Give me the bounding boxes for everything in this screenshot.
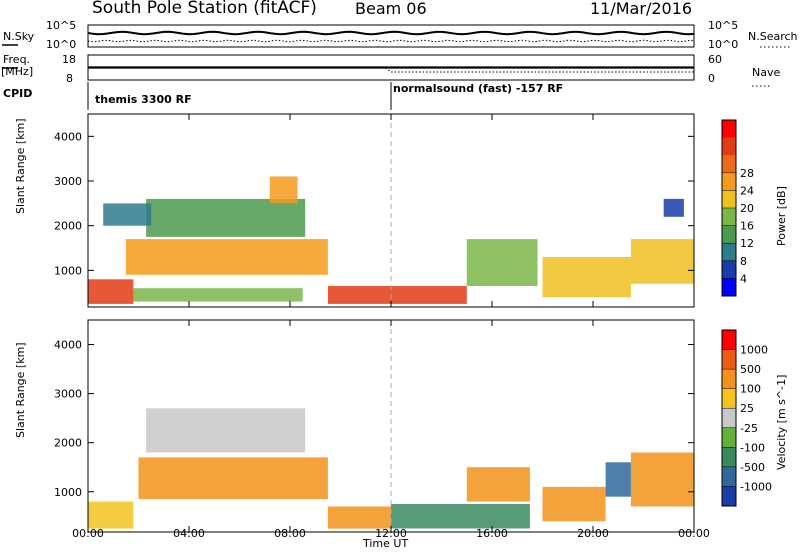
power-colorbar-tick-label-6: 24	[740, 184, 754, 197]
velocity-colorbar-tick-label-8: -1000	[740, 480, 772, 493]
power-colorbar-tick-label-5: 20	[740, 202, 754, 215]
velocity-scatter-region-4	[327, 506, 391, 529]
velocity-scatter-region-9	[630, 452, 694, 507]
power-colorbar-cell-6	[722, 208, 736, 227]
velocity-scatter-region-5	[391, 504, 530, 529]
power-colorbar-cell-10	[722, 278, 736, 297]
cpid-segment-2: normalsound (fast) -157 RF	[393, 82, 564, 95]
nsearch-label: N.Search	[748, 30, 798, 43]
power-scatter-region-4	[125, 239, 328, 275]
power-colorbar-cell-5	[722, 190, 736, 209]
velocity-ytick-label-2: 2000	[54, 437, 82, 450]
velocity-ytick-label-1: 1000	[54, 486, 82, 499]
velocity-colorbar-cell-6	[722, 427, 736, 448]
power-scatter-region-11	[663, 198, 684, 217]
power-ytick-label-4: 4000	[54, 130, 82, 143]
xtick-label-7: 00:00	[678, 527, 710, 540]
power-colorbar-tick-label-7: 28	[740, 167, 754, 180]
velocity-scatter-region-8	[605, 462, 631, 497]
power-colorbar-cell-7	[722, 225, 736, 244]
xtick-label-5: 16:00	[476, 527, 508, 540]
xtick-label-2: 04:00	[173, 527, 205, 540]
freq-label-1: Freq.	[3, 53, 31, 66]
velocity-colorbar-cell-7	[722, 447, 736, 468]
cpid-label: CPID	[3, 87, 33, 100]
noise-panel-frame	[87, 24, 695, 48]
nsky-label: N.Sky	[3, 30, 35, 43]
power-colorbar-cell-9	[722, 260, 736, 279]
beam-label: Beam 06	[355, 0, 427, 18]
velocity-colorbar-tick-label-5: -25	[740, 422, 758, 435]
power-ytick-label-3: 3000	[54, 175, 82, 188]
velocity-colorbar-tick-label-3: 100	[740, 383, 761, 396]
power-scatter-region-7	[269, 176, 298, 204]
power-colorbar-cell-1	[722, 120, 736, 139]
power-scatter-region-8	[466, 239, 538, 286]
velocity-ytick-label-4: 4000	[54, 339, 82, 352]
xtick-label-4: 12:00	[375, 527, 407, 540]
x-axis-title: Time UT	[363, 537, 409, 550]
velocity-scatter-region-7	[542, 486, 606, 522]
power-colorbar-cell-3	[722, 155, 736, 174]
freq-tick-low: 8	[66, 72, 73, 85]
power-scatter-region-6	[103, 203, 152, 226]
velocity-colorbar-tick-label-2: 500	[740, 363, 761, 376]
power-scatter-region-1	[88, 279, 134, 304]
power-colorbar-cell-2	[722, 137, 736, 156]
station-title: South Pole Station (fitACF)	[92, 0, 317, 18]
noise-tick-high: 10^5	[46, 19, 77, 32]
velocity-scatter-region-2	[138, 457, 328, 500]
xtick-label-3: 08:00	[274, 527, 306, 540]
velocity-colorbar-tick-label-4: 25	[740, 402, 754, 415]
nave-tick-low: 0	[708, 72, 715, 85]
velocity-scatter-region-3	[146, 408, 306, 453]
velocity-colorbar-cell-3	[722, 369, 736, 390]
nave-label: Nave	[752, 66, 781, 79]
velocity-colorbar-frame	[721, 329, 737, 507]
xtick-label-6: 20:00	[577, 527, 609, 540]
velocity-colorbar-cell-9	[722, 486, 736, 507]
nsky-trace	[87, 30, 695, 36]
power-colorbar-tick-label-1: 4	[740, 272, 747, 285]
date-label: 11/Mar/2016	[590, 0, 693, 18]
velocity-scatter-region-1	[88, 501, 134, 529]
power-colorbar-tick-label-4: 16	[740, 220, 754, 233]
nsearch-trace	[87, 39, 695, 43]
nave-tick-high: 60	[708, 53, 722, 66]
freq-tick-high: 18	[62, 53, 76, 66]
noise-tick-high-right: 10^5	[708, 19, 739, 32]
velocity-colorbar-cell-5	[722, 408, 736, 429]
power-scatter-region-5	[146, 198, 306, 237]
power-colorbar-tick-label-2: 8	[740, 255, 747, 268]
velocity-colorbar-cell-4	[722, 388, 736, 409]
power-scatter-region-2	[133, 288, 303, 302]
velocity-ytick-label-3: 3000	[54, 388, 82, 401]
xtick-label-1: 00:00	[72, 527, 104, 540]
power-ytick-label-1: 1000	[54, 264, 82, 277]
noise-tick-low: 10^0	[46, 38, 77, 51]
power-scatter-region-9	[542, 257, 631, 298]
power-ytick-label-2: 2000	[54, 220, 82, 233]
power-scatter-region-3	[327, 286, 467, 304]
power-colorbar-tick-label-3: 12	[740, 237, 754, 250]
velocity-colorbar-cell-1	[722, 330, 736, 351]
power-colorbar-cell-8	[722, 243, 736, 262]
cpid-segment-1: themis 3300 RF	[95, 93, 192, 106]
velocity-colorbar-cell-8	[722, 466, 736, 487]
noise-tick-low-right: 10^0	[708, 38, 739, 51]
velocity-colorbar-tick-label-7: -500	[740, 461, 765, 474]
velocity-colorbar-tick-label-1: 1000	[740, 344, 768, 357]
velocity-colorbar-tick-label-6: -100	[740, 441, 765, 454]
power-colorbar-cell-4	[722, 172, 736, 191]
power-scatter-region-10	[630, 239, 694, 284]
velocity-colorbar-cell-2	[722, 349, 736, 370]
velocity-scatter-region-6	[466, 467, 530, 502]
